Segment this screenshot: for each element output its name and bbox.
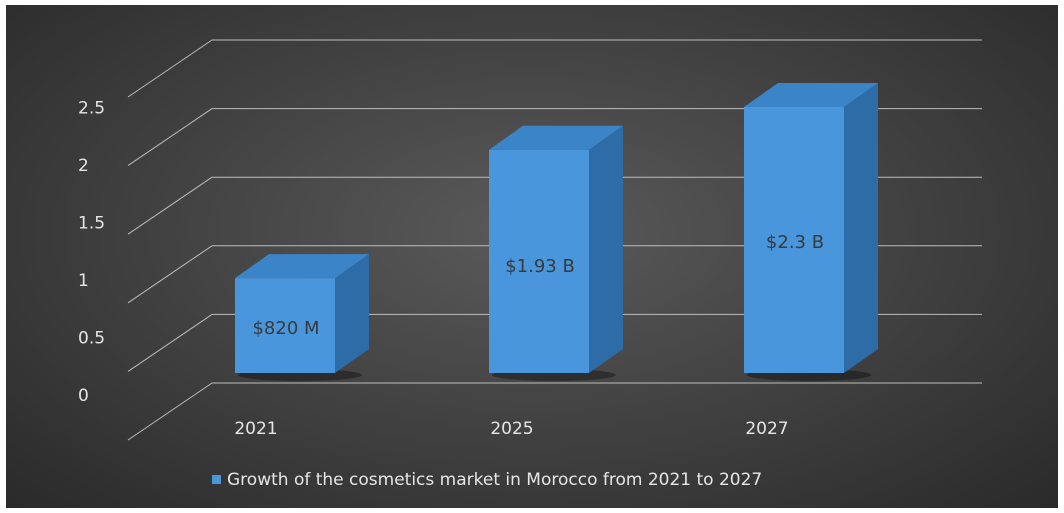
bar-2027 — [744, 107, 844, 373]
legend: Growth of the cosmetics market in Morocc… — [212, 470, 762, 490]
bar-side-2021 — [335, 254, 369, 373]
bar-side-2027 — [844, 83, 878, 373]
bar-top-2027 — [744, 83, 878, 107]
data-labels: $820 M $1.93 B $2.3 B — [252, 232, 824, 339]
y-tick-label-1: 0.5 — [78, 329, 105, 349]
legend-label: Growth of the cosmetics market in Morocc… — [227, 470, 762, 490]
x-category-label-2027: 2027 — [745, 419, 788, 439]
y-tick-label-4: 2 — [78, 156, 89, 176]
data-label-2021: $820 M — [252, 318, 319, 339]
bar-top-2021 — [235, 254, 369, 279]
y-axis-tick-labels: 0 0.5 1 1.5 2 2.5 — [78, 99, 105, 407]
data-label-2025: $1.93 B — [505, 256, 575, 277]
y-tick-label-5: 2.5 — [78, 99, 105, 119]
y-tick-label-3: 1.5 — [78, 214, 105, 234]
x-category-label-2021: 2021 — [234, 419, 277, 439]
gridline-side-4 — [127, 108, 213, 167]
gridline-side-2 — [127, 245, 213, 304]
y-tick-label-2: 1 — [78, 271, 89, 291]
bars — [235, 83, 878, 381]
bar-top-2025 — [489, 125, 623, 150]
data-label-2027: $2.3 B — [766, 232, 824, 253]
gridline-side-0 — [127, 382, 213, 441]
bar-2025 — [489, 149, 589, 373]
gridline-side-1 — [127, 313, 213, 372]
x-category-label-2025: 2025 — [490, 419, 533, 439]
bar-2021 — [235, 278, 335, 373]
legend-swatch — [212, 475, 221, 484]
y-tick-label-0: 0 — [78, 386, 89, 406]
bar-side-2025 — [589, 125, 623, 373]
gridline-side-5 — [127, 39, 213, 98]
gridline-side-3 — [127, 176, 213, 235]
x-axis-category-labels: 2021 2025 2027 — [234, 419, 788, 439]
